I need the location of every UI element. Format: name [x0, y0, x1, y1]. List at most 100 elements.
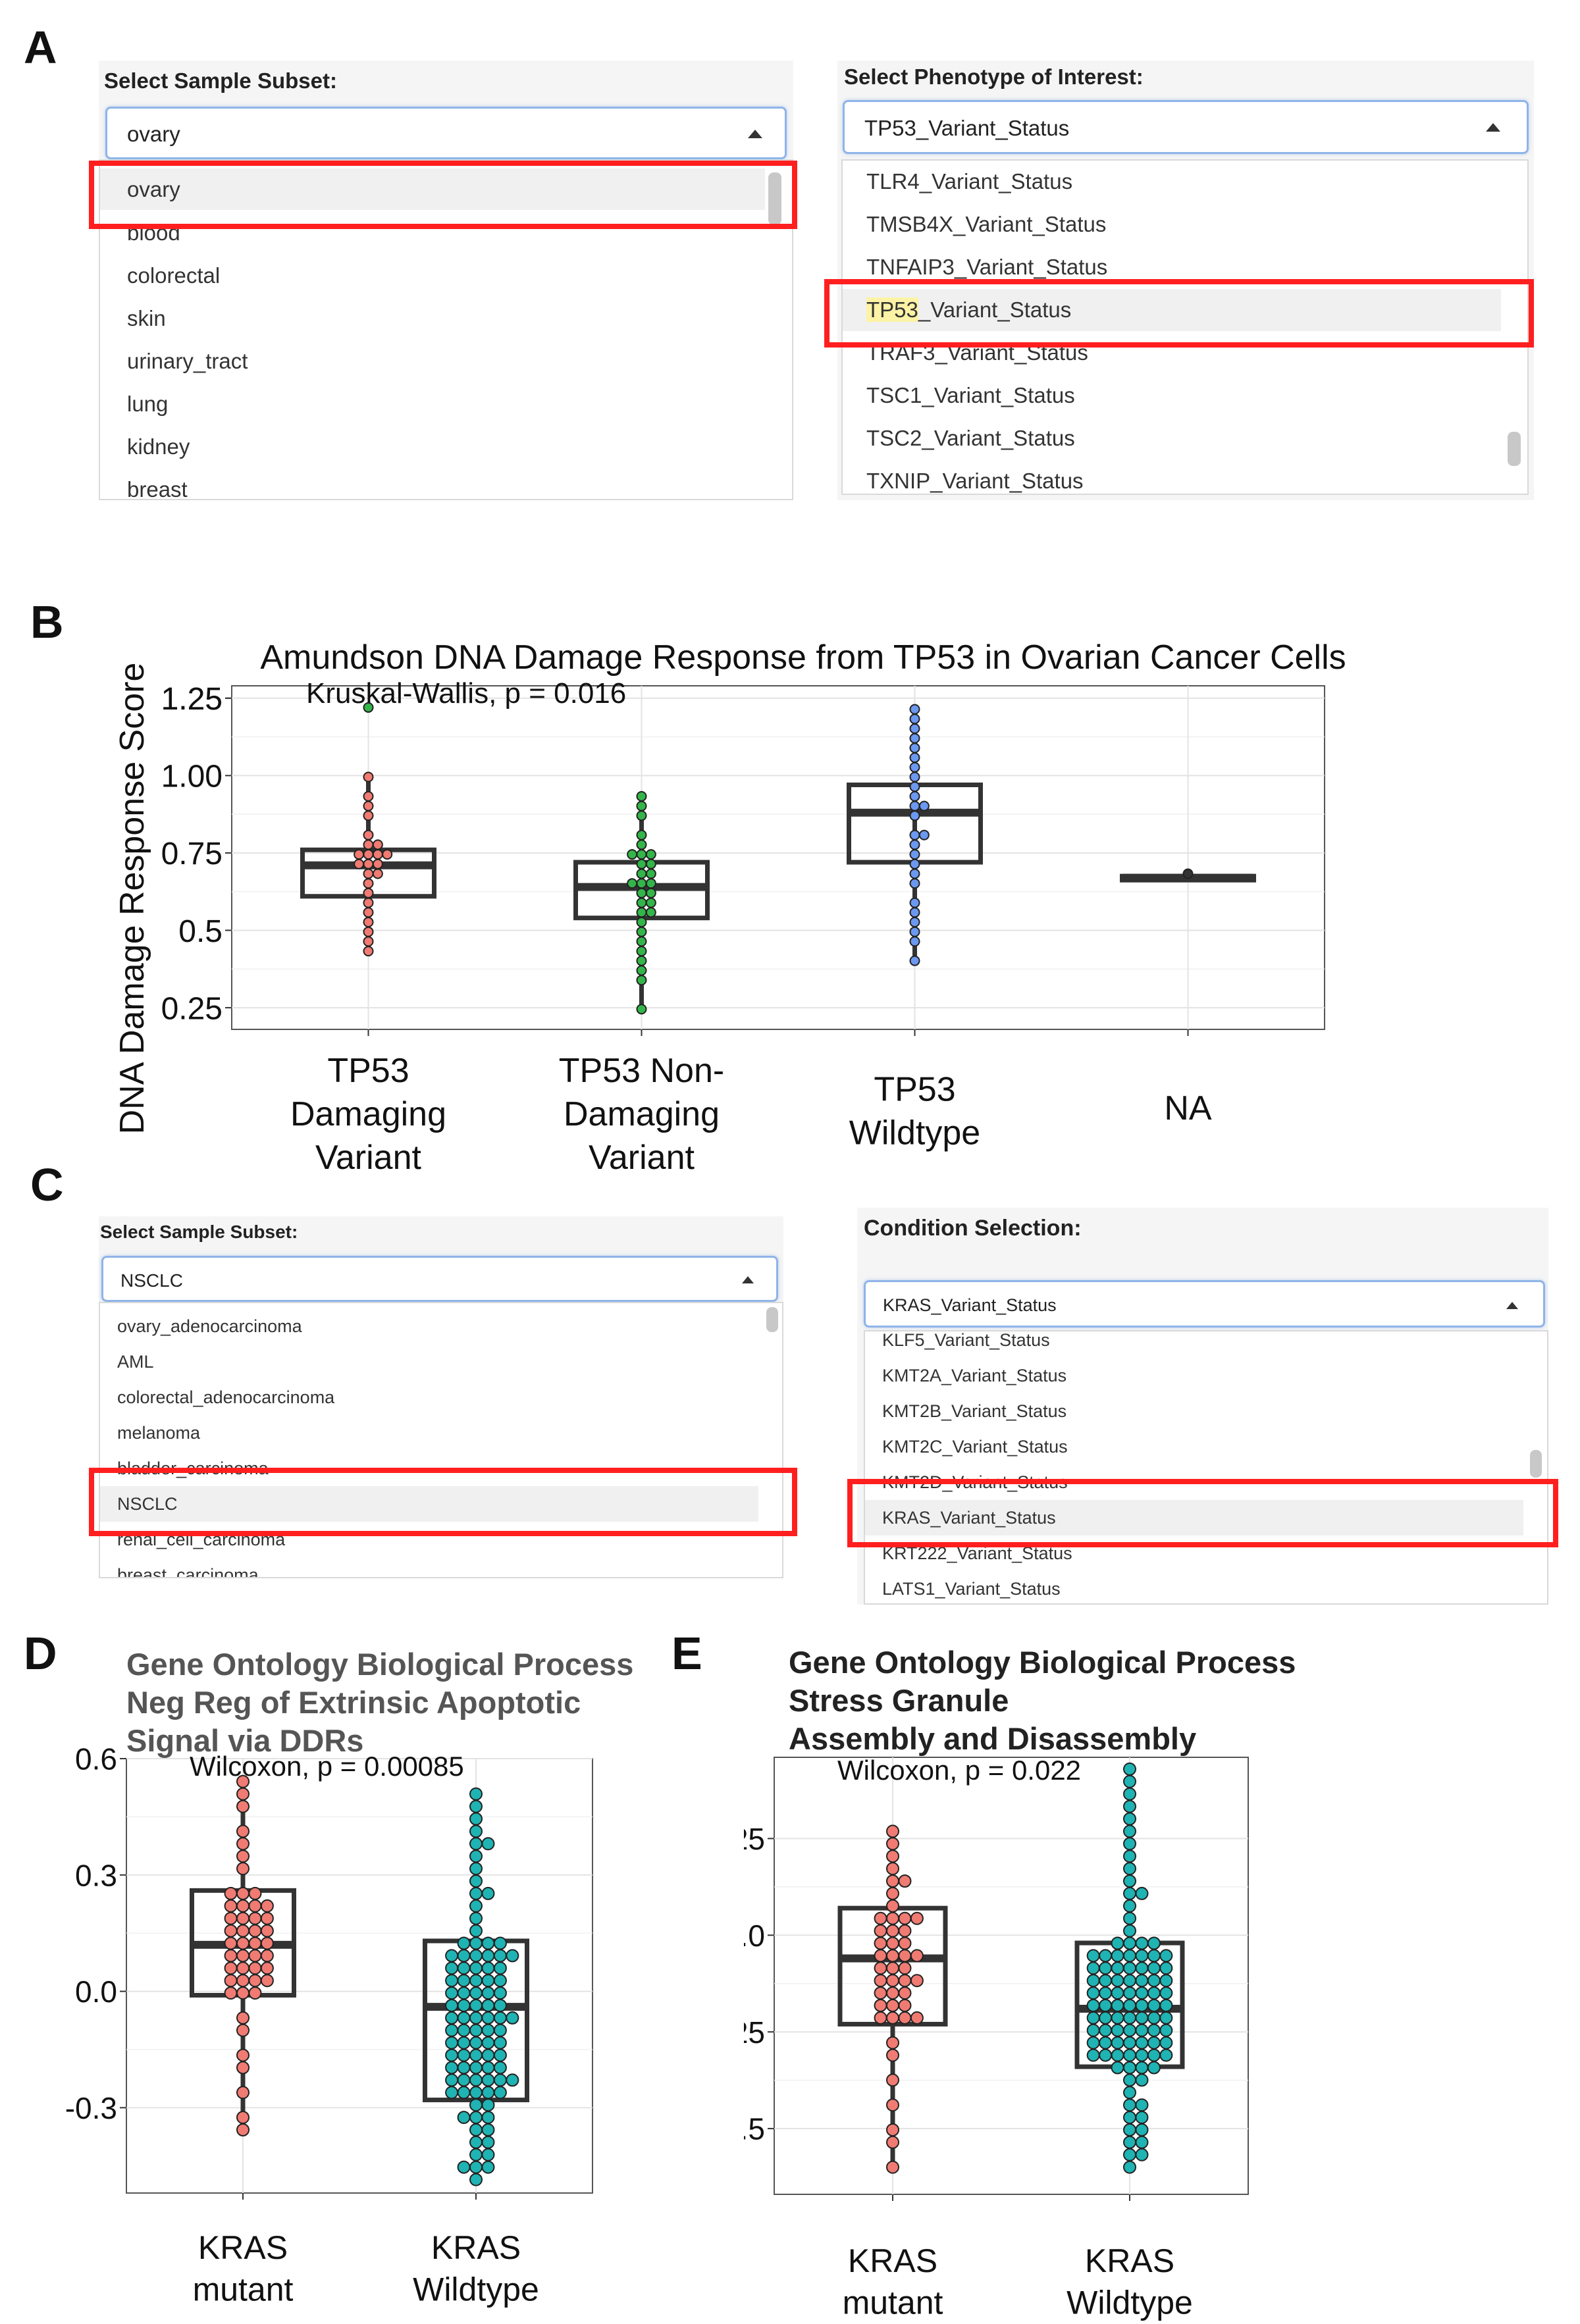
sample-subset-option[interactable]: ovary — [100, 168, 765, 210]
sample-subset-option[interactable]: kidney — [127, 434, 190, 459]
data-point — [1147, 1961, 1161, 1975]
data-point — [918, 800, 930, 812]
sample-subset-select[interactable]: NSCLC — [101, 1256, 778, 1302]
data-point — [1123, 2135, 1136, 2149]
sample-subset-option[interactable]: breast — [127, 477, 188, 500]
condition-value: KRAS_Variant_Status — [883, 1295, 1057, 1315]
data-point — [886, 2048, 899, 2062]
sample-subset-option[interactable]: AML — [117, 1352, 154, 1372]
sample-subset-option[interactable]: ovary_adenocarcinoma — [117, 1316, 302, 1336]
data-point — [1135, 2073, 1149, 2087]
data-point — [909, 742, 920, 754]
phenotype-option[interactable]: TMSB4X_Variant_Status — [866, 212, 1107, 236]
data-point — [1147, 1936, 1161, 1950]
condition-option-selected[interactable]: KRAS_Variant_Status — [865, 1500, 1523, 1536]
data-point — [236, 2011, 250, 2025]
data-point — [909, 955, 920, 966]
dropdown-scrollbar[interactable] — [768, 172, 781, 225]
data-point — [1135, 1999, 1149, 2012]
data-point — [445, 1974, 459, 1988]
y-tick-label: 0.0 — [75, 1975, 117, 2009]
dropdown-scrollbar[interactable] — [1530, 1450, 1542, 1478]
sample-subset-option[interactable]: lung — [127, 392, 169, 416]
y-tick-label: 1.25 — [161, 682, 223, 717]
chart-title: Signal via DDRs — [126, 1723, 363, 1758]
sample-subset-option[interactable]: breast_carcinoma — [117, 1565, 259, 1578]
data-point — [1135, 1974, 1149, 1988]
data-point — [481, 2061, 495, 2075]
data-point — [372, 858, 383, 869]
data-point — [636, 800, 647, 812]
sample-subset-option-selected[interactable]: NSCLC — [100, 1486, 758, 1522]
condition-option[interactable]: KLF5_Variant_Status — [882, 1330, 1050, 1350]
sample-subset-option[interactable]: skin — [127, 306, 166, 330]
sample-subset-option[interactable]: urinary_tract — [127, 349, 248, 373]
data-point — [886, 2135, 899, 2149]
data-point — [469, 1899, 483, 1913]
phenotype-dropdown[interactable]: TLR4_Variant_Status TMSB4X_Variant_Statu… — [841, 159, 1529, 495]
data-point — [1159, 2011, 1173, 2025]
data-point — [224, 1974, 238, 1988]
phenotype-option[interactable]: TSC1_Variant_Status — [866, 383, 1075, 407]
phenotype-option-selected[interactable]: TP53_Variant_Status — [843, 289, 1501, 331]
data-point — [457, 2073, 471, 2087]
data-point — [909, 858, 920, 869]
data-point — [918, 829, 930, 840]
data-point — [445, 2073, 459, 2087]
y-tick-label: -0.5 — [744, 2112, 765, 2146]
sample-subset-option[interactable]: melanoma — [117, 1423, 201, 1443]
data-point — [1086, 1961, 1100, 1975]
data-point — [909, 839, 920, 850]
data-point — [1111, 1936, 1124, 1950]
dropdown-scrollbar[interactable] — [1508, 432, 1521, 466]
sample-subset-dropdown[interactable]: ovary_adenocarcinoma AML colorectal_aden… — [99, 1302, 783, 1578]
data-point — [1159, 1986, 1173, 2000]
sample-subset-dropdown[interactable]: ovary blood colorectal skin urinary_trac… — [99, 159, 793, 500]
sample-subset-option[interactable]: colorectal_adenocarcinoma — [117, 1387, 335, 1407]
data-point — [506, 2011, 519, 2025]
x-tick-label: mutant — [193, 2271, 294, 2308]
data-point — [636, 878, 647, 889]
search-match-highlight: TP53 — [866, 297, 918, 322]
data-point — [469, 1936, 483, 1950]
data-point — [1111, 2036, 1124, 2050]
data-point — [224, 1936, 238, 1950]
condition-option[interactable]: LATS1_Variant_Status — [882, 1579, 1061, 1599]
sample-subset-option[interactable]: colorectal — [127, 263, 221, 288]
data-point — [469, 1824, 483, 1838]
phenotype-option[interactable]: TNFAIP3_Variant_Status — [866, 255, 1108, 279]
x-tick-label: Wildtype — [1066, 2285, 1193, 2321]
data-point — [1159, 2048, 1173, 2062]
data-point — [1086, 2048, 1100, 2062]
sample-subset-select[interactable]: ovary — [105, 107, 787, 159]
condition-option[interactable]: KMT2C_Variant_Status — [882, 1437, 1068, 1457]
data-point — [909, 926, 920, 937]
data-point — [493, 1936, 507, 1950]
condition-select[interactable]: KRAS_Variant_Status — [864, 1280, 1545, 1328]
y-tick-label: 0.0 — [744, 1919, 765, 1953]
dropdown-scrollbar[interactable] — [766, 1307, 778, 1332]
data-point — [236, 1886, 250, 1900]
stat-annotation: Wilcoxon, p = 0.00085 — [190, 1751, 464, 1782]
data-point — [645, 849, 656, 860]
phenotype-option[interactable]: TSC2_Variant_Status — [866, 426, 1075, 450]
condition-dropdown[interactable]: KLF5_Variant_Status KMT2A_Variant_Status… — [864, 1330, 1548, 1605]
condition-option[interactable]: KMT2A_Variant_Status — [882, 1366, 1067, 1385]
data-point — [1123, 1899, 1136, 1913]
data-point — [363, 878, 374, 889]
data-point — [236, 1862, 250, 1876]
condition-option[interactable]: KMT2B_Variant_Status — [882, 1401, 1067, 1421]
phenotype-select[interactable]: TP53_Variant_Status — [843, 100, 1529, 154]
data-point — [898, 1936, 912, 1950]
data-point — [506, 1949, 519, 1963]
chevron-up-icon — [742, 1276, 754, 1283]
data-point — [363, 936, 374, 947]
phenotype-option[interactable]: TXNIP_Variant_Status — [866, 469, 1084, 493]
data-point — [236, 1936, 250, 1950]
data-point — [469, 1862, 483, 1876]
data-point — [236, 2048, 250, 2062]
phenotype-option[interactable]: TLR4_Variant_Status — [866, 169, 1073, 194]
chevron-up-icon — [1486, 123, 1500, 132]
data-point — [481, 2011, 495, 2025]
data-point — [1135, 2148, 1149, 2161]
